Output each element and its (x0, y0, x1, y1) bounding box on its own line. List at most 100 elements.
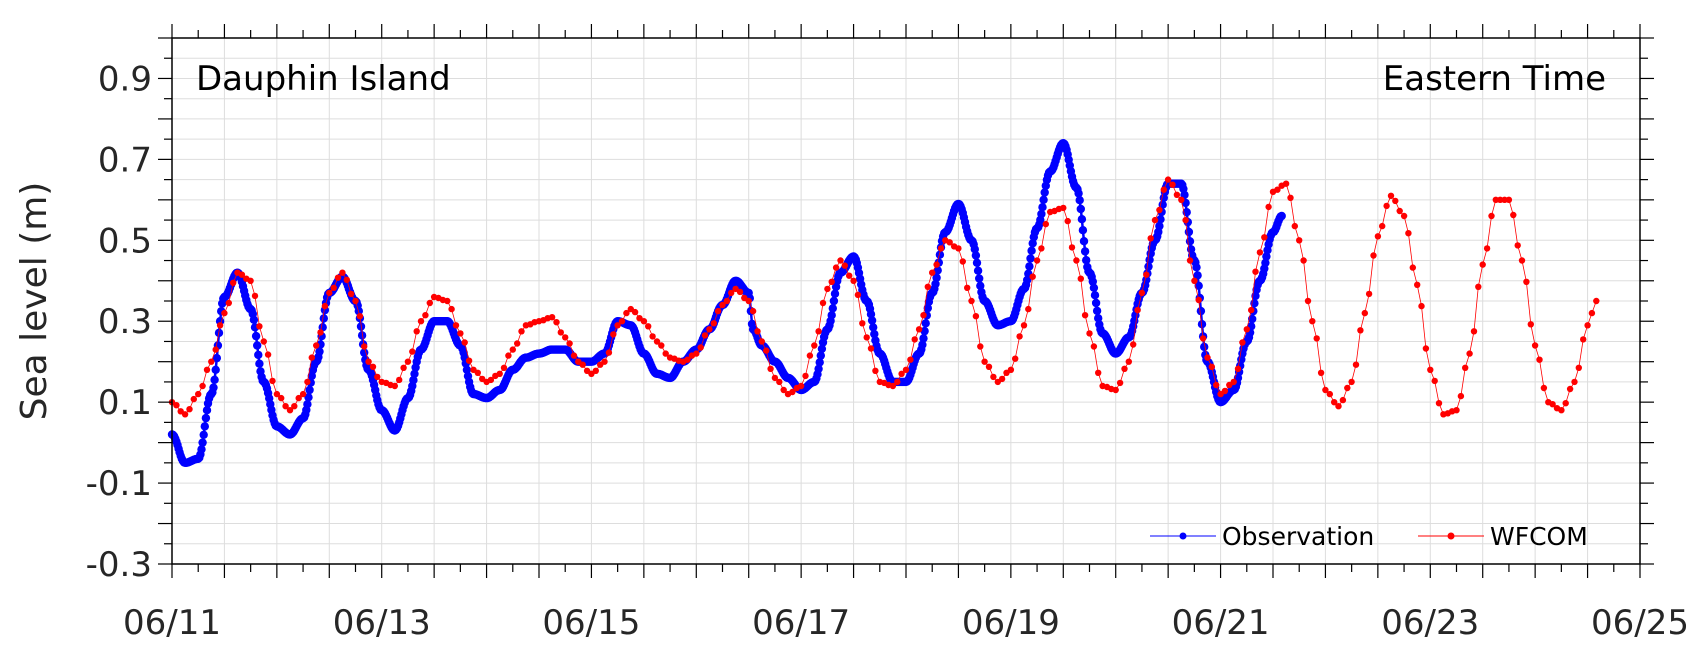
data-point-observation (816, 351, 825, 360)
data-point-wfcom (308, 354, 315, 361)
data-point-observation (1194, 281, 1203, 290)
data-point-observation (935, 250, 945, 259)
data-point-observation (815, 358, 824, 367)
data-point-wfcom (776, 378, 783, 386)
data-point-wfcom (1243, 326, 1251, 333)
data-point-wfcom (313, 342, 320, 349)
data-point-wfcom (1090, 343, 1098, 350)
data-point-wfcom (592, 367, 599, 374)
data-point-wfcom (1518, 257, 1526, 264)
data-point-wfcom (693, 350, 700, 357)
data-point-wfcom (1073, 257, 1080, 264)
data-point-wfcom (1016, 333, 1023, 340)
data-point-observation (867, 316, 877, 325)
data-point-wfcom (251, 292, 259, 300)
data-point-observation (1037, 209, 1046, 219)
data-point-observation (212, 353, 221, 363)
data-point-wfcom (295, 394, 302, 402)
data-point-wfcom (317, 329, 324, 336)
data-point-observation (973, 266, 983, 275)
y-tick-label: 0.9 (98, 59, 152, 99)
data-point-wfcom (1178, 196, 1185, 203)
data-point-wfcom (754, 328, 761, 335)
data-point-observation (1261, 258, 1270, 267)
data-point-wfcom (256, 323, 263, 330)
data-point-wfcom (640, 318, 648, 325)
data-point-wfcom (553, 319, 560, 326)
data-point-wfcom (195, 390, 202, 398)
data-point-wfcom (850, 277, 857, 284)
data-point-wfcom (1370, 252, 1377, 259)
data-point-observation (933, 266, 942, 275)
data-point-wfcom (1164, 176, 1172, 183)
data-point-observation (1192, 263, 1201, 272)
data-point-wfcom (326, 289, 333, 297)
data-point-wfcom (221, 309, 228, 317)
data-point-wfcom (684, 356, 691, 363)
data-point-wfcom (1422, 345, 1430, 352)
data-point-observation (199, 430, 208, 439)
data-point-observation (1040, 188, 1049, 197)
data-point-observation (1022, 275, 1032, 285)
data-point-wfcom (566, 340, 573, 347)
plot-series (167, 139, 1600, 467)
data-point-wfcom (356, 313, 364, 320)
data-point-observation (814, 364, 823, 373)
data-point-observation (1200, 342, 1209, 352)
data-point-wfcom (1304, 297, 1312, 305)
data-point-wfcom (199, 382, 206, 390)
data-point-wfcom (710, 320, 717, 327)
data-point-wfcom (1160, 186, 1168, 193)
y-tick-label: -0.3 (86, 545, 152, 585)
data-point-wfcom (802, 372, 809, 380)
data-point-wfcom (369, 363, 377, 370)
data-point-observation (1075, 196, 1084, 205)
data-point-wfcom (767, 365, 774, 372)
data-point-observation (817, 344, 827, 353)
data-point-observation (1156, 215, 1165, 224)
data-point-observation (932, 273, 941, 282)
data-point-wfcom (500, 364, 508, 371)
data-point-wfcom (286, 407, 294, 414)
data-point-wfcom (985, 363, 993, 370)
data-point-wfcom (1042, 220, 1050, 228)
legend-label-wfcom: WFCOM (1490, 522, 1588, 551)
data-point-wfcom (1064, 217, 1071, 225)
data-point-wfcom (465, 357, 473, 364)
data-point-wfcom (1483, 245, 1491, 252)
data-point-wfcom (579, 361, 586, 368)
data-point-wfcom (1335, 403, 1342, 410)
grid (171, 37, 1641, 565)
data-point-wfcom (1348, 378, 1355, 386)
data-point-wfcom (1431, 377, 1438, 385)
data-point-wfcom (959, 258, 966, 265)
data-point-wfcom (920, 312, 927, 319)
data-point-wfcom (1121, 365, 1128, 372)
data-point-wfcom (230, 279, 237, 286)
data-point-wfcom (496, 370, 503, 377)
data-point-observation (255, 359, 264, 368)
data-point-wfcom (291, 403, 298, 410)
data-point-wfcom (1300, 257, 1307, 264)
data-point-wfcom (1213, 381, 1220, 389)
data-point-wfcom (1143, 271, 1150, 278)
data-point-wfcom (1186, 257, 1194, 264)
data-point-observation (1262, 252, 1271, 261)
data-point-wfcom (972, 313, 980, 320)
data-point-observation (870, 329, 879, 339)
data-point-wfcom (601, 358, 608, 365)
data-point-wfcom (260, 338, 267, 345)
data-point-wfcom (872, 367, 879, 374)
data-point-wfcom (404, 358, 412, 365)
data-point-wfcom (1265, 203, 1272, 211)
data-point-wfcom (1173, 191, 1181, 198)
data-point-wfcom (749, 307, 757, 315)
data-point-wfcom (1248, 306, 1255, 314)
data-point-observation (304, 393, 313, 402)
data-point-wfcom (299, 390, 307, 398)
data-point-observation (1090, 291, 1100, 300)
data-point-wfcom (422, 312, 429, 319)
data-point-observation (1185, 237, 1195, 246)
data-point-wfcom (653, 338, 661, 345)
data-point-observation (303, 400, 312, 409)
